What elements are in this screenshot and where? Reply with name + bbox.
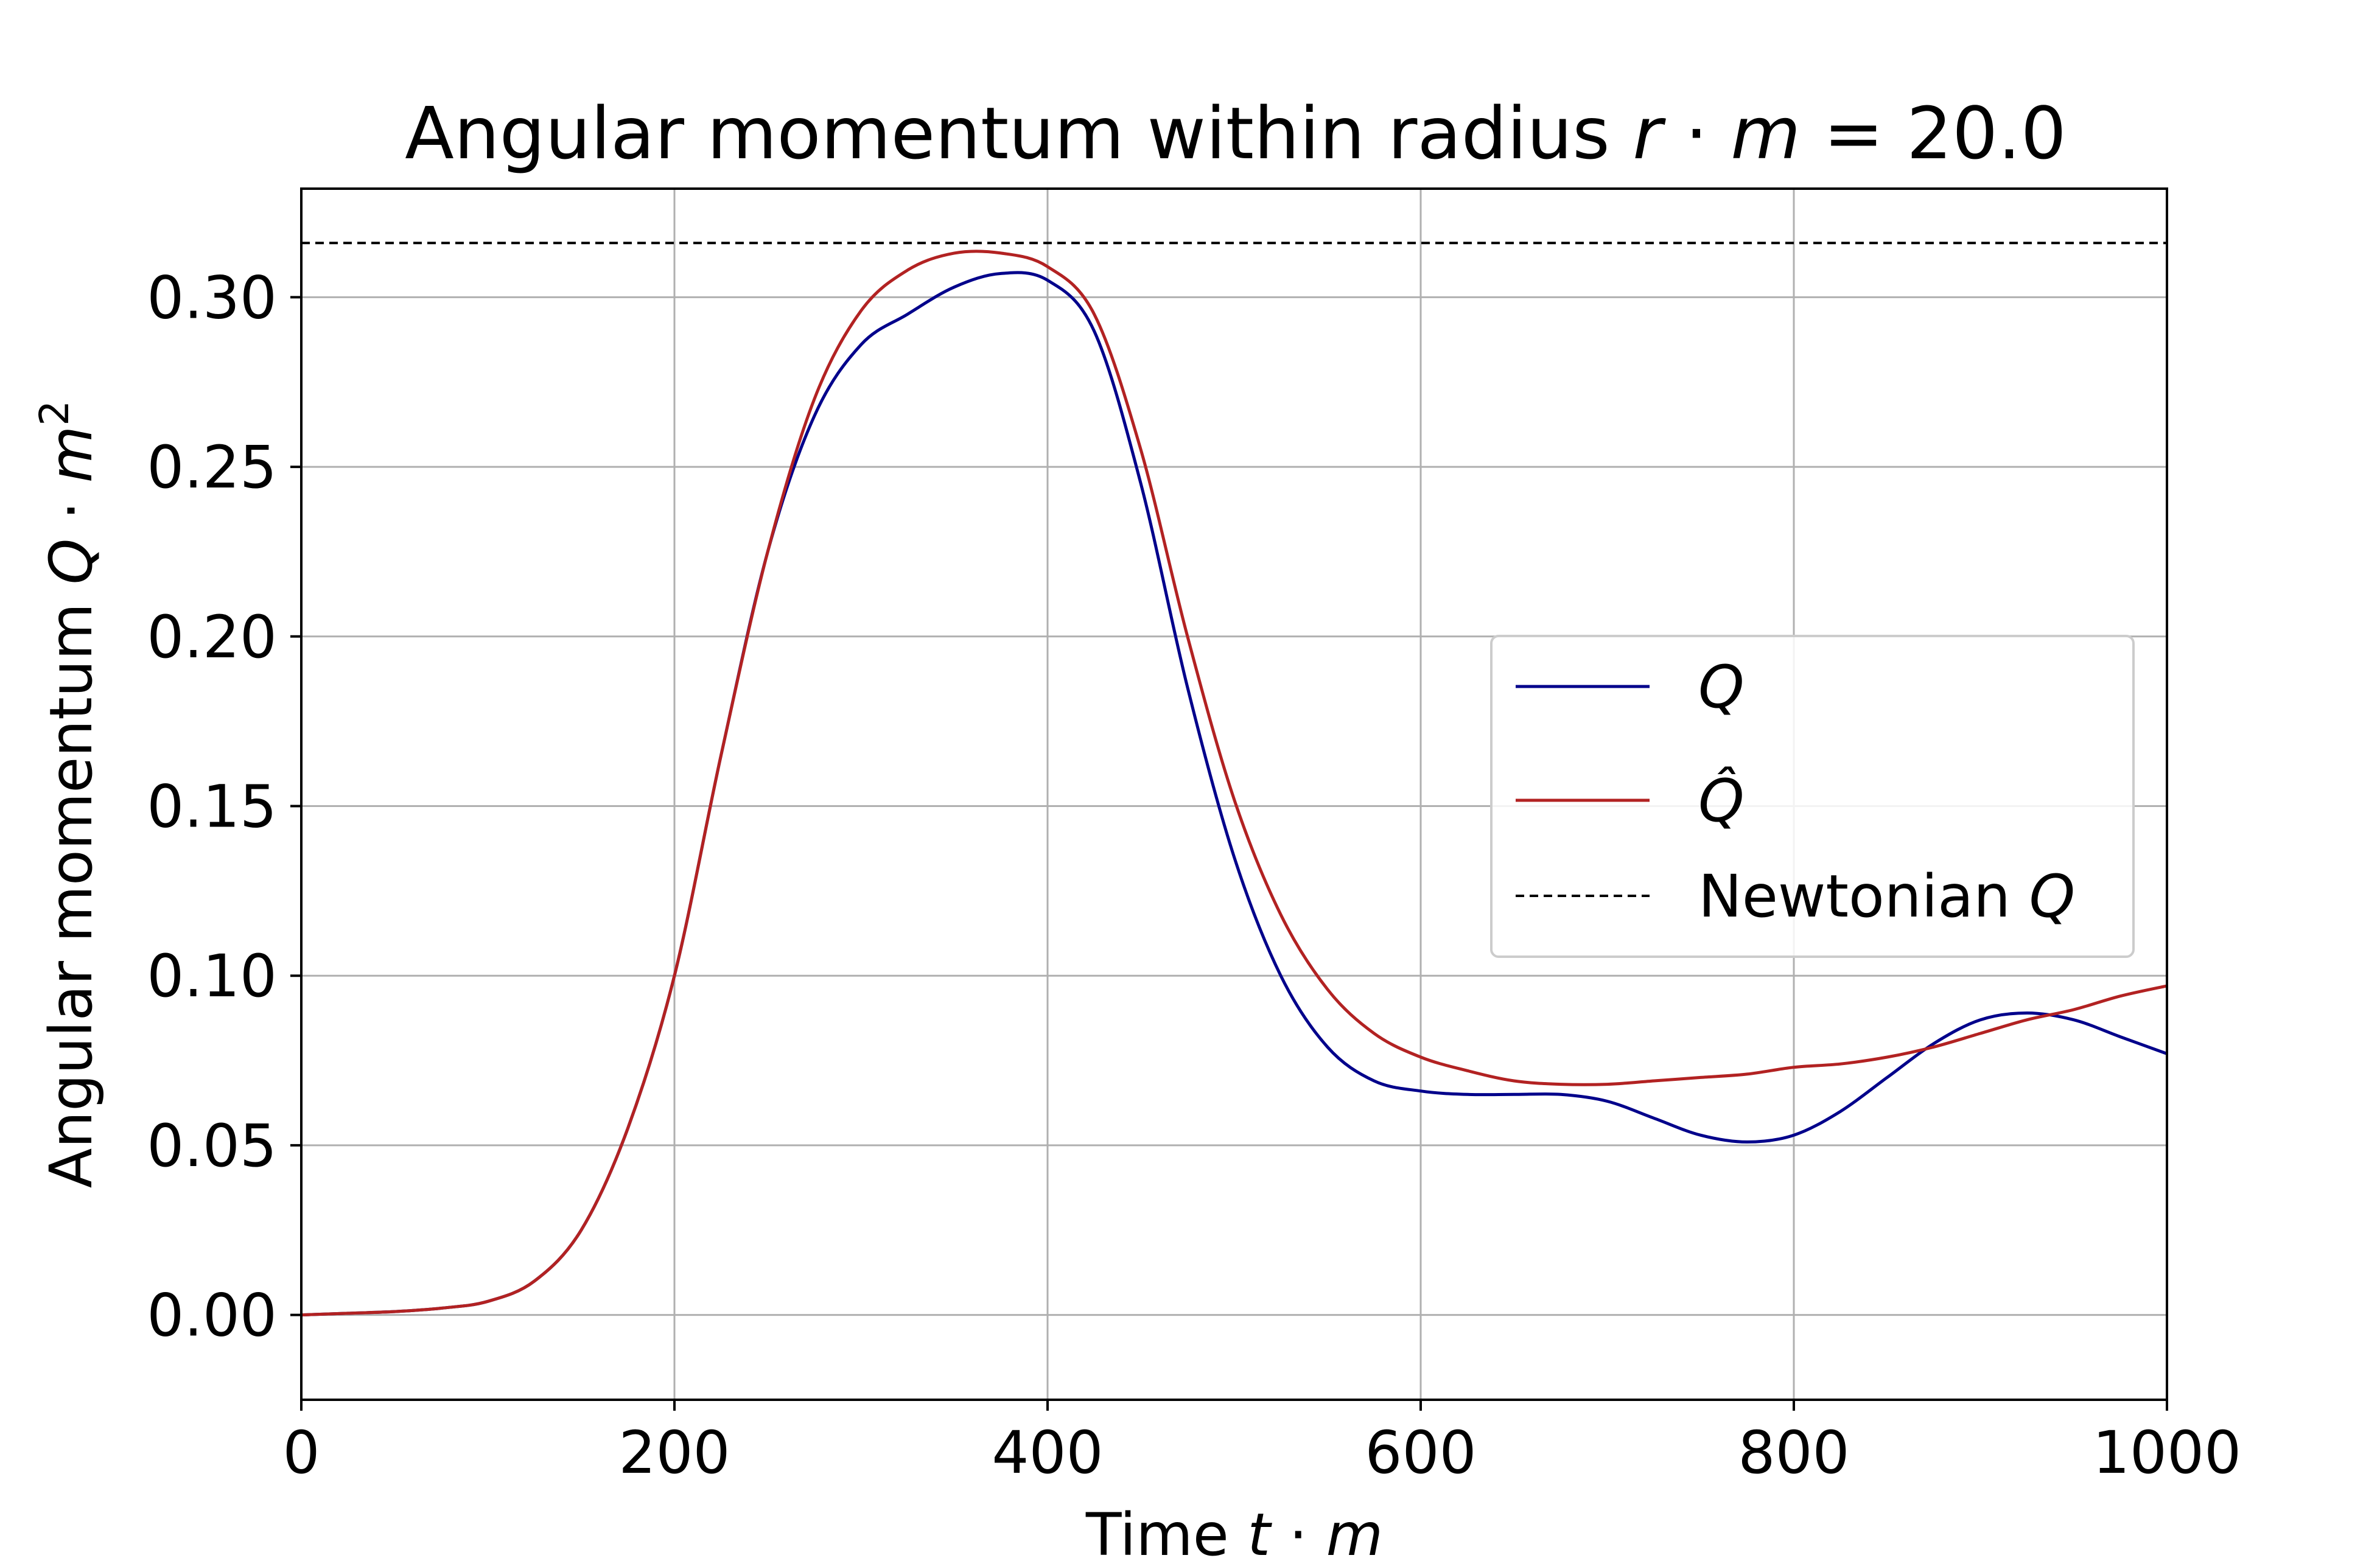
x-tick-label: 600 [1365, 1419, 1476, 1487]
x-axis-label: Time t · m [1085, 1501, 1383, 1558]
chart-title: Angular momentum within radius r · m = 2… [405, 91, 2067, 175]
x-tick-label: 1000 [2093, 1419, 2241, 1487]
legend-label-q-hat: Q̂ [1698, 767, 1745, 835]
y-tick-label: 0.10 [147, 942, 277, 1010]
legend-box [1490, 635, 2135, 958]
y-tick-label: 0.05 [147, 1112, 277, 1180]
y-tick-label: 0.25 [147, 433, 277, 501]
y-axis-ticks: 0.00 0.05 0.10 0.15 0.20 0.25 0.30 [147, 264, 301, 1350]
y-axis-label: Angular momentum Q · m2 [31, 400, 105, 1189]
y-tick-label: 0.15 [147, 773, 277, 841]
plot-lines [301, 242, 2168, 1317]
series-line-q-hat [301, 250, 2168, 1317]
x-tick-label: 800 [1738, 1419, 1849, 1487]
legend: Q Q̂ Newtonian Q [1490, 635, 2135, 958]
axes-frame [300, 187, 2168, 1401]
x-tick-label: 400 [992, 1419, 1103, 1487]
x-tick-label: 200 [618, 1419, 730, 1487]
x-tick-label: 0 [282, 1419, 320, 1487]
y-tick-label: 0.30 [147, 264, 277, 332]
y-tick-label: 0.00 [147, 1282, 277, 1350]
legend-label-newtonian-q: Newtonian Q [1698, 862, 2075, 931]
legend-label-q: Q [1698, 653, 1745, 721]
x-axis-ticks: 0 200 400 600 800 1000 [282, 1400, 2241, 1487]
y-tick-label: 0.20 [147, 603, 277, 671]
